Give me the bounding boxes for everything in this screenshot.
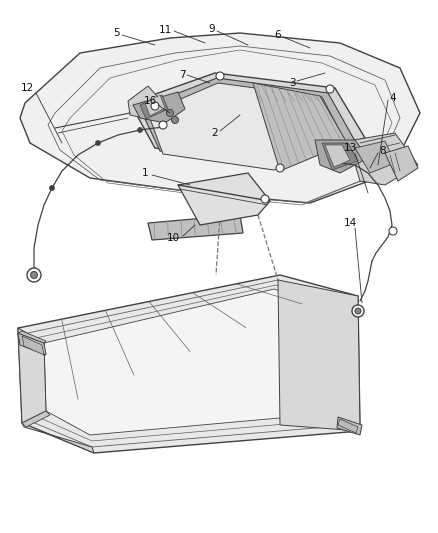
- Text: 10: 10: [166, 233, 180, 243]
- Text: 12: 12: [21, 83, 34, 93]
- Polygon shape: [22, 336, 44, 355]
- Text: 2: 2: [212, 128, 218, 138]
- Polygon shape: [385, 146, 418, 181]
- Circle shape: [159, 121, 167, 129]
- Text: 4: 4: [390, 93, 396, 103]
- Polygon shape: [20, 33, 420, 203]
- Polygon shape: [18, 275, 360, 453]
- Text: 9: 9: [208, 24, 215, 34]
- Circle shape: [31, 271, 38, 279]
- Circle shape: [49, 185, 54, 190]
- Text: 8: 8: [380, 146, 386, 156]
- Polygon shape: [18, 331, 46, 343]
- Circle shape: [138, 127, 142, 133]
- Polygon shape: [337, 417, 362, 435]
- Circle shape: [166, 109, 173, 117]
- Text: 13: 13: [343, 143, 357, 153]
- Circle shape: [352, 305, 364, 317]
- Text: 1: 1: [141, 168, 148, 178]
- Circle shape: [27, 268, 41, 282]
- Polygon shape: [315, 140, 368, 173]
- Circle shape: [261, 195, 269, 203]
- Polygon shape: [338, 419, 358, 433]
- Text: 16: 16: [143, 96, 157, 106]
- Polygon shape: [130, 73, 365, 165]
- Circle shape: [355, 308, 361, 314]
- Circle shape: [151, 102, 159, 110]
- Text: 11: 11: [159, 25, 172, 35]
- Polygon shape: [18, 333, 46, 355]
- Circle shape: [172, 117, 179, 124]
- Polygon shape: [178, 173, 270, 225]
- Polygon shape: [253, 83, 347, 171]
- Polygon shape: [322, 143, 358, 170]
- Circle shape: [216, 72, 224, 80]
- Text: 14: 14: [343, 218, 357, 228]
- Text: 3: 3: [289, 78, 295, 88]
- Polygon shape: [148, 215, 243, 240]
- Polygon shape: [348, 133, 418, 185]
- Circle shape: [326, 85, 334, 93]
- Polygon shape: [22, 411, 50, 427]
- Polygon shape: [325, 145, 350, 167]
- Polygon shape: [140, 78, 355, 167]
- Text: 6: 6: [275, 30, 281, 40]
- Circle shape: [389, 227, 397, 235]
- Circle shape: [276, 164, 284, 172]
- Polygon shape: [128, 86, 165, 120]
- Text: 7: 7: [179, 70, 185, 80]
- Text: 5: 5: [114, 28, 120, 38]
- Polygon shape: [133, 92, 185, 123]
- Polygon shape: [18, 328, 46, 423]
- Polygon shape: [148, 83, 347, 170]
- Polygon shape: [22, 423, 94, 453]
- Polygon shape: [140, 95, 168, 119]
- Circle shape: [95, 141, 100, 146]
- Polygon shape: [44, 289, 335, 435]
- Polygon shape: [355, 141, 395, 173]
- Polygon shape: [145, 95, 165, 116]
- Polygon shape: [278, 280, 360, 431]
